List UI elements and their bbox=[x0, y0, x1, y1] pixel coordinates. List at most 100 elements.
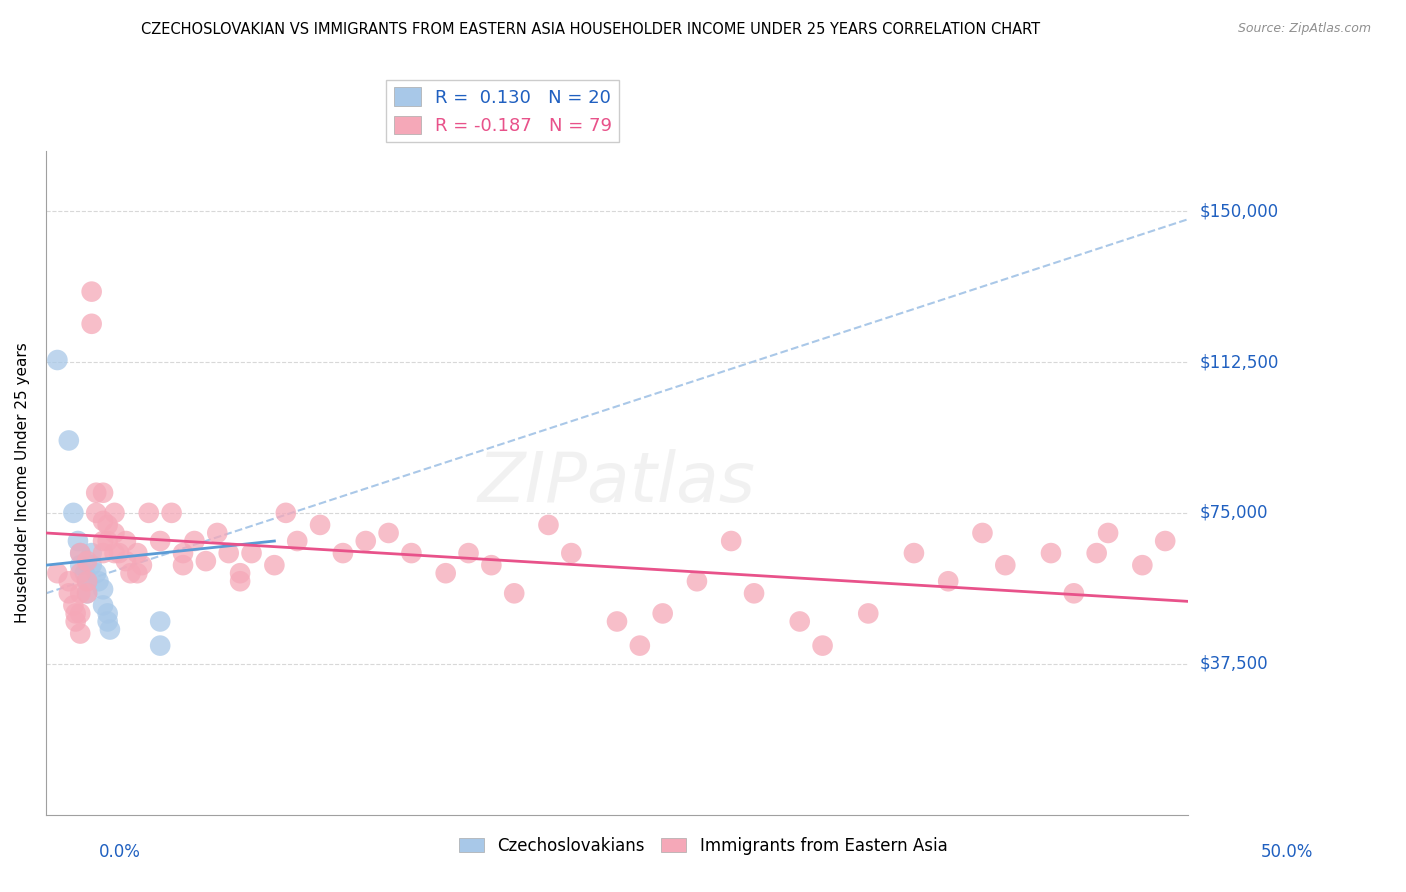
Point bbox=[76, 586, 98, 600]
Point bbox=[1085, 546, 1108, 560]
Point bbox=[97, 615, 120, 629]
Point bbox=[76, 574, 98, 589]
Point bbox=[972, 526, 994, 541]
Text: CZECHOSLOVAKIAN VS IMMIGRANTS FROM EASTERN ASIA HOUSEHOLDER INCOME UNDER 25 YEAR: CZECHOSLOVAKIAN VS IMMIGRANTS FROM EASTE… bbox=[141, 22, 1040, 37]
Point bbox=[46, 353, 69, 368]
Point bbox=[76, 574, 98, 589]
Point bbox=[537, 517, 560, 532]
Point bbox=[263, 558, 285, 573]
Point bbox=[229, 566, 252, 581]
Point bbox=[115, 554, 138, 568]
Text: 50.0%: 50.0% bbox=[1260, 843, 1313, 861]
Point bbox=[858, 607, 880, 621]
Text: $112,500: $112,500 bbox=[1199, 353, 1278, 371]
Point bbox=[686, 574, 709, 589]
Point bbox=[207, 526, 229, 541]
Point bbox=[332, 546, 354, 560]
Point bbox=[1063, 586, 1085, 600]
Point bbox=[628, 639, 651, 653]
Point bbox=[149, 639, 172, 653]
Text: $37,500: $37,500 bbox=[1199, 655, 1268, 673]
Point bbox=[80, 546, 103, 560]
Point bbox=[97, 607, 120, 621]
Point bbox=[1040, 546, 1063, 560]
Point bbox=[1154, 534, 1177, 549]
Text: 0.0%: 0.0% bbox=[98, 843, 141, 861]
Text: ZIPatlas: ZIPatlas bbox=[478, 450, 756, 516]
Point bbox=[69, 558, 91, 573]
Point bbox=[120, 566, 142, 581]
Point bbox=[138, 506, 160, 520]
Point bbox=[91, 546, 114, 560]
Point bbox=[84, 485, 107, 500]
Point bbox=[73, 566, 96, 581]
Point bbox=[131, 558, 153, 573]
Point bbox=[903, 546, 925, 560]
Y-axis label: Householder Income Under 25 years: Householder Income Under 25 years bbox=[15, 343, 30, 624]
Point bbox=[103, 506, 125, 520]
Point bbox=[218, 546, 240, 560]
Point bbox=[503, 586, 526, 600]
Legend: R =  0.130   N = 20, R = -0.187   N = 79: R = 0.130 N = 20, R = -0.187 N = 79 bbox=[387, 80, 619, 143]
Point bbox=[87, 574, 110, 589]
Text: $75,000: $75,000 bbox=[1199, 504, 1268, 522]
Point bbox=[115, 534, 138, 549]
Point bbox=[91, 534, 114, 549]
Point bbox=[720, 534, 742, 549]
Point bbox=[80, 317, 103, 331]
Point bbox=[69, 607, 91, 621]
Point bbox=[183, 534, 205, 549]
Point bbox=[149, 615, 172, 629]
Point bbox=[66, 534, 89, 549]
Point bbox=[377, 526, 399, 541]
Point bbox=[789, 615, 811, 629]
Text: $150,000: $150,000 bbox=[1199, 202, 1278, 220]
Point bbox=[1130, 558, 1153, 573]
Point bbox=[457, 546, 479, 560]
Point bbox=[80, 285, 103, 299]
Point bbox=[98, 623, 121, 637]
Point bbox=[103, 546, 125, 560]
Point bbox=[91, 514, 114, 528]
Point bbox=[1097, 526, 1119, 541]
Point bbox=[194, 554, 217, 568]
Point bbox=[240, 546, 263, 560]
Point bbox=[84, 506, 107, 520]
Point bbox=[76, 554, 98, 568]
Point bbox=[76, 586, 98, 600]
Point bbox=[274, 506, 297, 520]
Point bbox=[80, 558, 103, 573]
Point bbox=[97, 517, 120, 532]
Point bbox=[62, 506, 84, 520]
Point bbox=[62, 599, 84, 613]
Point bbox=[91, 582, 114, 597]
Point bbox=[309, 517, 332, 532]
Point bbox=[401, 546, 423, 560]
Point bbox=[108, 546, 131, 560]
Point bbox=[285, 534, 308, 549]
Point bbox=[58, 586, 80, 600]
Point bbox=[58, 434, 80, 448]
Point bbox=[811, 639, 834, 653]
Point bbox=[69, 586, 91, 600]
Point bbox=[103, 526, 125, 541]
Point bbox=[560, 546, 582, 560]
Point bbox=[479, 558, 502, 573]
Point bbox=[172, 546, 194, 560]
Point bbox=[160, 506, 183, 520]
Point bbox=[127, 566, 149, 581]
Point bbox=[69, 566, 91, 581]
Point bbox=[69, 626, 91, 640]
Point bbox=[149, 534, 172, 549]
Point bbox=[994, 558, 1017, 573]
Point bbox=[742, 586, 765, 600]
Point bbox=[58, 574, 80, 589]
Point bbox=[97, 534, 120, 549]
Point bbox=[127, 546, 149, 560]
Point bbox=[229, 574, 252, 589]
Point bbox=[65, 615, 87, 629]
Point bbox=[84, 566, 107, 581]
Point bbox=[91, 599, 114, 613]
Point bbox=[434, 566, 457, 581]
Point bbox=[69, 546, 91, 560]
